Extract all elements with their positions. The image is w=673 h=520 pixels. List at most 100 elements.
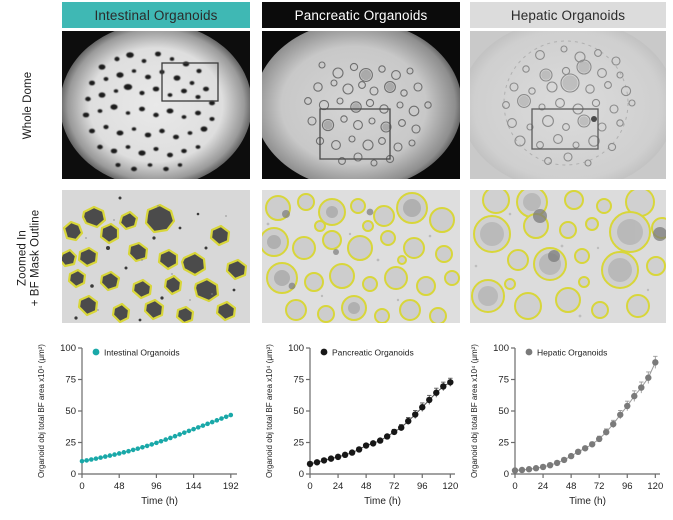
data-point [419, 404, 426, 411]
column-header-hepatic: Hepatic Organoids [470, 2, 666, 28]
data-point [638, 384, 645, 391]
data-point [546, 461, 554, 469]
legend-label: Pancreatic Organoids [332, 347, 414, 357]
data-point [209, 419, 215, 425]
data-point [89, 457, 94, 462]
data-point [116, 451, 122, 456]
data-point [219, 416, 224, 421]
data-point [518, 466, 526, 474]
x-tick-label: 24 [333, 481, 344, 492]
y-tick-label: 25 [65, 438, 76, 449]
data-point [574, 448, 582, 456]
data-point [369, 440, 377, 447]
data-point [186, 428, 192, 434]
x-axis-label: Time (h) [569, 496, 606, 507]
y-tick-label: 100 [288, 343, 304, 354]
micrograph-whole-dome-hepatic [470, 31, 666, 179]
micrograph-whole-dome-intestinal [62, 31, 250, 179]
data-point [195, 425, 201, 430]
x-tick-label: 120 [442, 481, 458, 492]
data-point [511, 467, 519, 474]
legend-marker [525, 348, 533, 356]
data-point [426, 396, 433, 404]
data-point [341, 451, 349, 459]
data-point [603, 428, 610, 436]
y-tick-label: 75 [498, 375, 509, 386]
y-tick-label: 0 [504, 469, 509, 480]
data-point [121, 450, 127, 455]
y-axis-label: Organoid obj total BF area x10⁴ (μm²) [37, 344, 46, 478]
x-tick-label: 0 [307, 481, 312, 492]
data-point [93, 456, 99, 461]
data-point [390, 428, 398, 436]
x-tick-label: 0 [79, 481, 84, 492]
row-label-whole-dome-text: Whole Dome [22, 71, 35, 139]
data-point [567, 452, 575, 460]
y-tick-label: 75 [65, 375, 76, 386]
data-point [102, 454, 108, 459]
data-point [334, 453, 342, 461]
data-point [588, 441, 596, 448]
y-tick-label: 50 [293, 406, 304, 417]
data-point [447, 379, 454, 386]
data-point [440, 383, 447, 390]
data-point [617, 411, 624, 418]
data-point [645, 374, 652, 381]
x-tick-label: 96 [622, 481, 633, 492]
roi-box-hepatic [531, 108, 599, 150]
x-tick-label: 144 [186, 481, 202, 492]
data-point [610, 420, 617, 428]
data-point [560, 456, 568, 464]
row-label-zoomed-in: Zoomed In + BF Mask Outline [0, 190, 58, 325]
y-tick-label: 0 [71, 469, 76, 480]
data-point [595, 435, 603, 443]
legend-marker [320, 348, 328, 356]
column-title-hepatic: Hepatic Organoids [510, 7, 626, 23]
data-point [631, 392, 638, 400]
chart-pancreatic: 0 25 50 75 100 0 24 48 72 96 120 Time (h) Organoid o… [258, 336, 463, 518]
data-point [362, 442, 370, 449]
data-point [652, 359, 659, 366]
legend-marker [92, 348, 100, 356]
data-point [348, 449, 356, 456]
y-tick-label: 100 [60, 343, 76, 354]
data-point [135, 446, 141, 451]
chart-hepatic: 0 25 50 75 100 0 24 48 72 96 120 Time (h) Organoid o… [463, 336, 668, 518]
data-point [84, 458, 89, 463]
y-tick-label: 50 [498, 406, 509, 417]
micrograph-zoomed-hepatic [470, 190, 666, 323]
data-point [553, 459, 561, 467]
x-tick-label: 48 [114, 481, 125, 492]
data-point [376, 437, 384, 444]
column-title-intestinal: Intestinal Organoids [94, 7, 218, 23]
data-point [539, 463, 547, 471]
data-point [355, 446, 363, 453]
x-tick-label: 0 [512, 481, 517, 492]
data-point [182, 430, 187, 435]
x-tick-label: 72 [389, 481, 400, 492]
y-tick-label: 100 [493, 343, 509, 354]
data-point [306, 460, 314, 468]
legend-label: Intestinal Organoids [104, 347, 180, 357]
data-point [581, 445, 589, 452]
data-point [126, 448, 131, 454]
data-point [525, 466, 533, 473]
data-point [140, 444, 145, 450]
data-point [405, 417, 412, 425]
data-point [163, 437, 168, 442]
x-tick-label: 24 [538, 481, 549, 492]
data-point [223, 414, 229, 420]
row-label-zoomed-in-line2: + BF Mask Outline [29, 209, 42, 306]
column-header-intestinal: Intestinal Organoids [62, 2, 250, 28]
x-axis-label: Time (h) [141, 496, 178, 507]
x-tick-label: 120 [647, 481, 663, 492]
data-point [191, 426, 196, 432]
y-tick-label: 25 [498, 438, 509, 449]
data-point [144, 443, 150, 449]
roi-box-pancreatic [319, 108, 391, 160]
data-point [79, 458, 85, 464]
data-point [200, 423, 206, 428]
x-tick-label: 96 [151, 481, 162, 492]
y-tick-label: 25 [293, 438, 304, 449]
